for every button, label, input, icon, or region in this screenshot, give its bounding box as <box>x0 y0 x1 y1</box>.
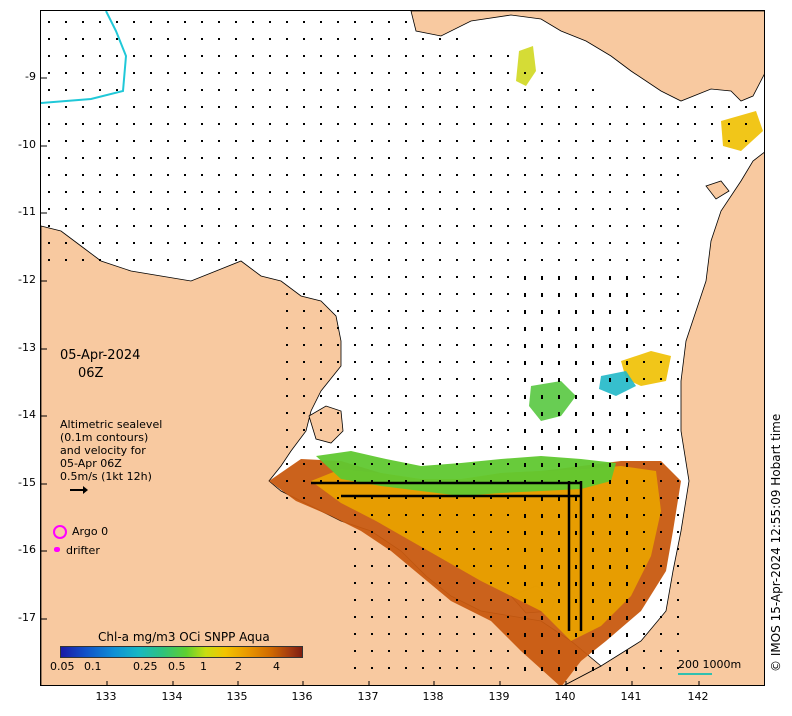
colorbar-tick-label: 4 <box>273 660 280 673</box>
argo-label: Argo 0 <box>72 525 109 538</box>
longitude-tick-label: 140 <box>554 690 576 703</box>
longitude-tick-label: 141 <box>620 690 642 703</box>
strong-current-meridional <box>567 481 583 631</box>
drifter-dot-icon <box>54 547 60 552</box>
chlorophyll-colorbar <box>60 646 303 658</box>
colorbar-title: Chl-a mg/m3 OCi SNPP Aqua <box>98 630 270 644</box>
land-groote-eylandt <box>308 405 344 444</box>
longitude-tick-label: 138 <box>422 690 444 703</box>
colorbar-tick-label: 1 <box>200 660 207 673</box>
map-frame[interactable] <box>40 10 765 686</box>
imos-credit: © IMOS 15-Apr-2024 12:55:09 Hobart time <box>769 413 783 672</box>
latitude-tick-label: -17 <box>18 611 36 624</box>
colorbar-tick-label: 0.1 <box>84 660 102 673</box>
longitude-tick-label: 136 <box>291 690 313 703</box>
maritime-boundary-line <box>41 11 128 104</box>
velocity-scale-arrow-icon <box>70 486 88 494</box>
longitude-tick-label: 142 <box>687 690 709 703</box>
longitude-tick-label: 133 <box>95 690 117 703</box>
latitude-tick-label: -10 <box>18 138 36 151</box>
latitude-tick-label: -14 <box>18 408 36 421</box>
colorbar-tick-label: 0.5 <box>168 660 186 673</box>
velocity-arrow-grid <box>48 21 747 671</box>
strong-current-zonal <box>311 481 581 498</box>
argo-circle-icon <box>53 525 67 539</box>
longitude-tick-label: 135 <box>226 690 248 703</box>
chlorophyll-patch-east <box>621 351 671 386</box>
legend-line: 05-Apr 06Z <box>60 457 122 470</box>
chlorophyll-patch-cyan <box>599 371 636 396</box>
colorbar-tick-label: 2 <box>235 660 242 673</box>
map-date: 05-Apr-2024 <box>60 348 141 363</box>
colorbar-tick-label: 0.05 <box>50 660 75 673</box>
map-time: 06Z <box>78 366 104 381</box>
depth-scale-label: 200 1000m <box>678 658 742 671</box>
latitude-tick-label: -9 <box>25 70 36 83</box>
latitude-tick-label: -12 <box>18 273 36 286</box>
longitude-tick-label: 137 <box>357 690 379 703</box>
land-new-guinea <box>410 11 764 102</box>
colorbar-tick-label: 0.25 <box>133 660 158 673</box>
legend-line: (0.1m contours) <box>60 431 149 444</box>
legend-line: Altimetric sealevel <box>60 418 163 431</box>
land-torres-islands <box>705 180 730 200</box>
longitude-tick-label: 134 <box>161 690 183 703</box>
map-canvas[interactable] <box>41 11 765 686</box>
longitude-tick-label: 139 <box>488 690 510 703</box>
axis-tick-marks <box>41 77 700 685</box>
latitude-tick-label: -15 <box>18 476 36 489</box>
chlorophyll-patch-ne <box>721 111 763 151</box>
latitude-tick-label: -16 <box>18 543 36 556</box>
depth-scale-bar <box>678 673 712 675</box>
legend-line: 0.5m/s (1kt 12h) <box>60 470 152 483</box>
latitude-tick-label: -13 <box>18 341 36 354</box>
chlorophyll-band-mid <box>311 466 661 641</box>
drifter-label: drifter <box>66 544 100 557</box>
latitude-tick-label: -11 <box>18 205 36 218</box>
chlorophyll-patch-central <box>529 381 576 421</box>
chlorophyll-patch-north <box>516 46 536 86</box>
velocity-legend: Altimetric sealevel (0.1m contours) and … <box>60 418 200 483</box>
legend-line: and velocity for <box>60 444 146 457</box>
chlorophyll-band-green <box>316 451 616 496</box>
